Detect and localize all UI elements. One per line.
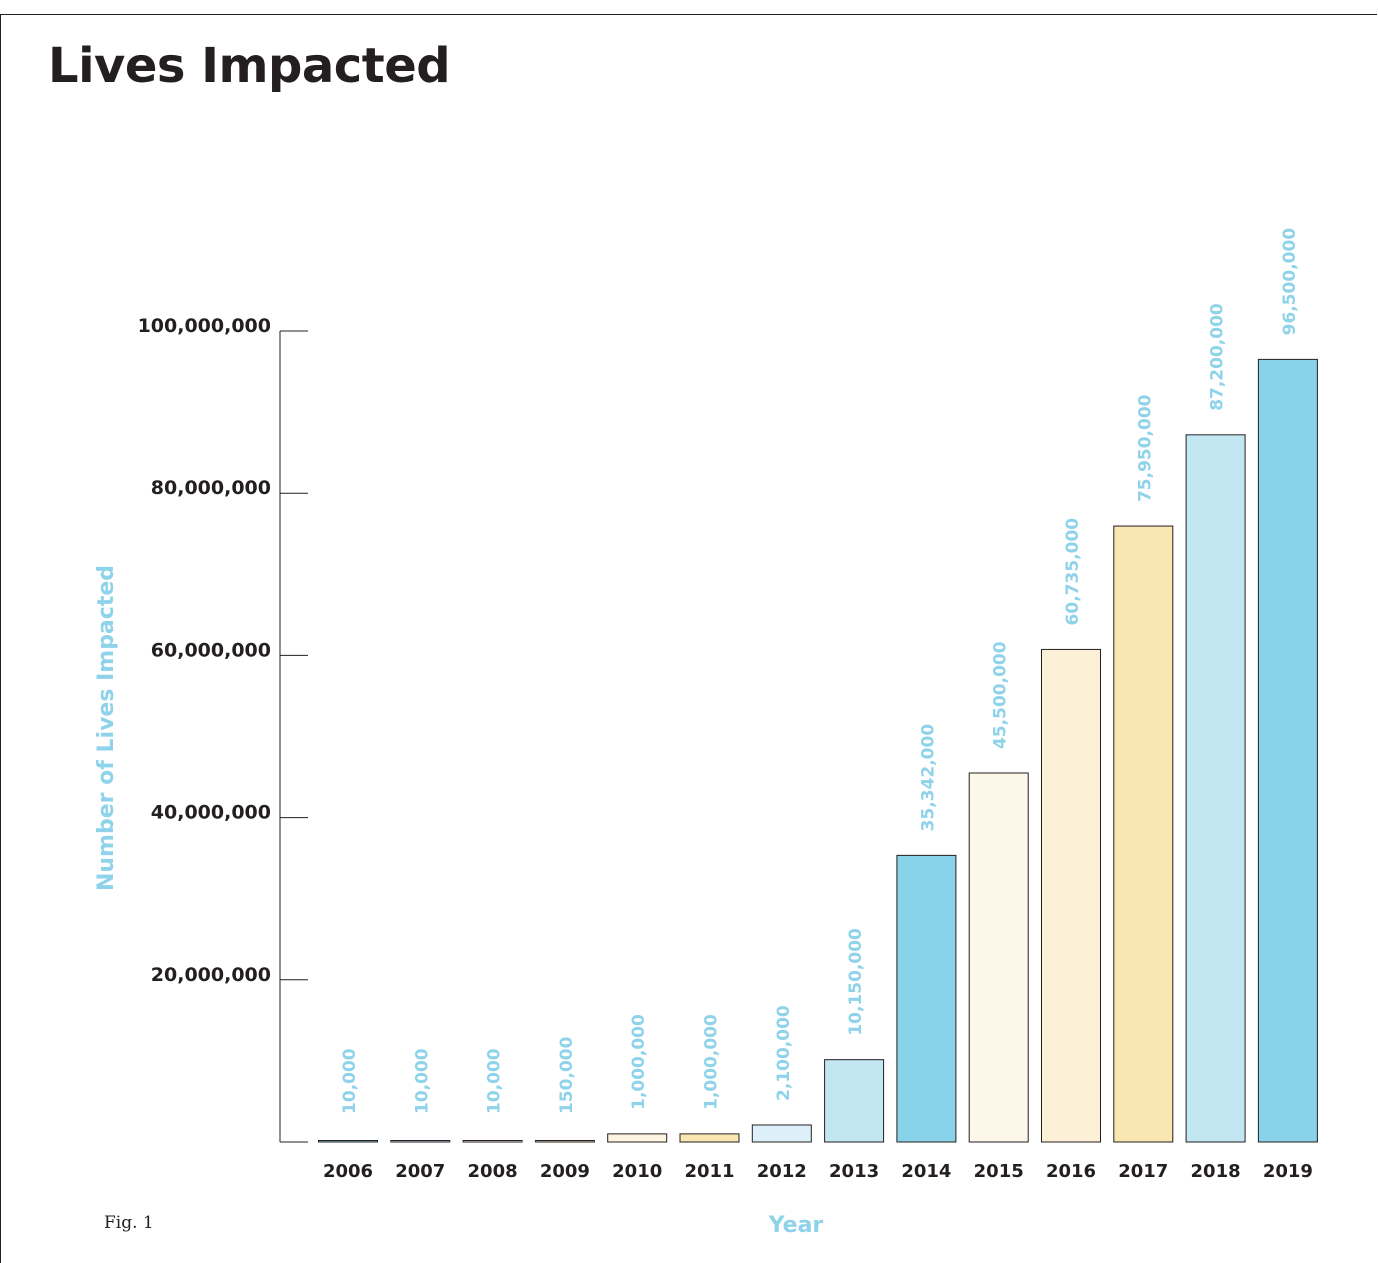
- x-tick-label-2017: 2017: [1118, 1161, 1168, 1182]
- value-label-2017: 75,950,000: [1135, 394, 1155, 502]
- value-label-2013: 10,150,000: [846, 928, 866, 1036]
- figure-frame: [0, 14, 1377, 1263]
- bar-2014: [896, 854, 957, 1143]
- y-tick-label: 60,000,000: [151, 639, 271, 661]
- y-axis-title: Number of Lives Impacted: [94, 565, 119, 891]
- y-tick-label: 40,000,000: [151, 802, 271, 824]
- bar-2017: [1113, 525, 1174, 1143]
- y-axis-ticks: 20,000,000 40,000,000 60,000,000 80,000,000…: [138, 315, 308, 986]
- x-axis-title: Year: [768, 1213, 824, 1238]
- bar-2007: [390, 1140, 451, 1143]
- value-label-2019: 96,500,000: [1280, 228, 1300, 336]
- bar-2015: [968, 772, 1029, 1143]
- bar-2016: [1041, 648, 1101, 1143]
- y-tick-label: 100,000,000: [138, 315, 271, 337]
- value-label-2008: 10,000: [485, 1048, 505, 1114]
- bar-2008: [462, 1140, 523, 1143]
- x-tick-label-2009: 2009: [540, 1161, 590, 1182]
- page-title: Lives Impacted: [48, 38, 451, 94]
- x-tick-label-2011: 2011: [684, 1161, 734, 1182]
- value-label-2006: 10,000: [340, 1048, 360, 1114]
- value-label-2009: 150,000: [557, 1036, 577, 1114]
- bar-2010: [607, 1133, 668, 1143]
- value-label-2012: 2,100,000: [774, 1005, 794, 1101]
- bar-2009: [534, 1140, 595, 1143]
- x-tick-label-2007: 2007: [395, 1161, 445, 1182]
- value-label-2007: 10,000: [412, 1048, 432, 1114]
- value-label-2015: 45,500,000: [991, 641, 1011, 749]
- x-tick-label-2014: 2014: [901, 1161, 951, 1182]
- value-label-2010: 1,000,000: [629, 1014, 649, 1110]
- x-tick-label-2019: 2019: [1263, 1161, 1313, 1182]
- value-label-2011: 1,000,000: [702, 1014, 722, 1110]
- value-labels: 10,000 10,000 10,000 150,000 1,000,000 1,000,…: [340, 228, 1300, 1114]
- x-tick-label-2010: 2010: [612, 1161, 662, 1182]
- bar-2019: [1257, 358, 1318, 1143]
- value-label-2016: 60,735,000: [1063, 518, 1083, 626]
- x-tick-label-2016: 2016: [1046, 1161, 1096, 1182]
- figure-label: Fig. 1: [104, 1213, 154, 1233]
- x-tick-label-2012: 2012: [757, 1161, 807, 1182]
- x-tick-label-2015: 2015: [974, 1161, 1024, 1182]
- y-axis: [279, 331, 308, 1143]
- x-tick-label-2006: 2006: [323, 1161, 373, 1182]
- bars: [318, 358, 1318, 1143]
- bar-2006: [318, 1140, 378, 1143]
- x-tick-label-2013: 2013: [829, 1161, 879, 1182]
- bar-2012: [751, 1124, 812, 1143]
- x-tick-label-2008: 2008: [468, 1161, 518, 1182]
- bar-2011: [679, 1133, 740, 1143]
- bar-2018: [1185, 434, 1246, 1143]
- x-tick-label-2018: 2018: [1191, 1161, 1241, 1182]
- x-axis-labels: 2006 2007 2008 2009 2010 2011 2012 2013 2014 2015…: [323, 1161, 1313, 1182]
- value-label-2018: 87,200,000: [1208, 303, 1228, 411]
- value-label-2014: 35,342,000: [918, 724, 938, 832]
- bar-2013: [824, 1059, 885, 1143]
- y-tick-label: 80,000,000: [151, 477, 271, 499]
- y-tick-label: 20,000,000: [151, 964, 271, 986]
